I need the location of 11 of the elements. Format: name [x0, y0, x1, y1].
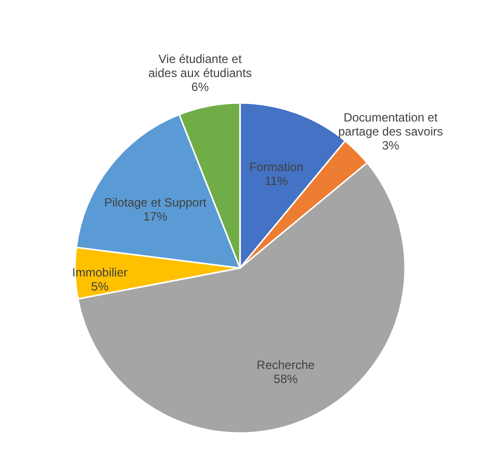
slice-label: Recherche [256, 358, 316, 372]
slice-label: Formation [249, 160, 304, 174]
data-label: 5% [91, 279, 109, 294]
data-label: 58% [274, 372, 298, 386]
data-label: 11% [264, 174, 288, 188]
slice-label: Vie étudiante et aides aux étudiants [148, 52, 252, 80]
slice-label: Pilotage et Support [104, 195, 207, 210]
data-label: 6% [191, 80, 210, 94]
slice-label: Documentation et partage des savoirs [338, 110, 443, 138]
data-label: 3% [382, 138, 400, 152]
data-label: 17% [143, 209, 168, 224]
